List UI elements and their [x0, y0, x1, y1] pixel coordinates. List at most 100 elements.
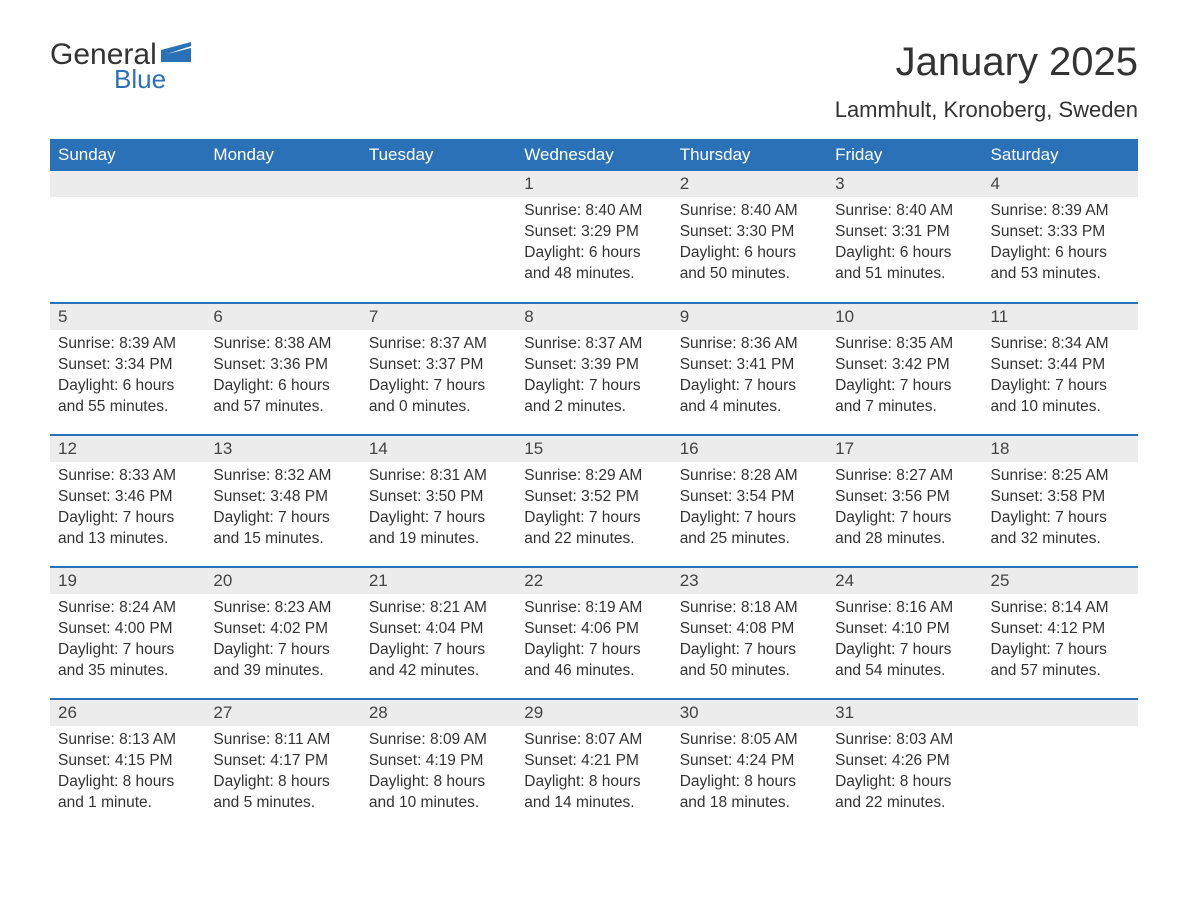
calendar-day-cell: 5 Sunrise: 8:39 AMSunset: 3:34 PMDaylight…	[50, 303, 205, 435]
day-number: 8	[516, 304, 671, 330]
sunset-text: Sunset: 3:37 PM	[369, 355, 508, 376]
daylight-text: Daylight: 7 hours and 13 minutes.	[58, 508, 197, 550]
sunrise-text: Sunrise: 8:18 AM	[680, 598, 819, 619]
day-number: 15	[516, 436, 671, 462]
sunrise-text: Sunrise: 8:38 AM	[213, 334, 352, 355]
day-details: Sunrise: 8:40 AMSunset: 3:29 PMDaylight:…	[516, 197, 671, 293]
calendar-day-cell: 10Sunrise: 8:35 AMSunset: 3:42 PMDayligh…	[827, 303, 982, 435]
daylight-text: Daylight: 6 hours and 57 minutes.	[213, 376, 352, 418]
sunset-text: Sunset: 3:42 PM	[835, 355, 974, 376]
day-details: Sunrise: 8:34 AMSunset: 3:44 PMDaylight:…	[983, 330, 1138, 426]
calendar-day-cell: 28Sunrise: 8:09 AMSunset: 4:19 PMDayligh…	[361, 699, 516, 831]
day-details: Sunrise: 8:40 AMSunset: 3:30 PMDaylight:…	[672, 197, 827, 293]
sunrise-text: Sunrise: 8:37 AM	[524, 334, 663, 355]
sunset-text: Sunset: 3:34 PM	[58, 355, 197, 376]
sunset-text: Sunset: 3:58 PM	[991, 487, 1130, 508]
daylight-text: Daylight: 6 hours and 55 minutes.	[58, 376, 197, 418]
day-number: 14	[361, 436, 516, 462]
calendar-day-cell: 17Sunrise: 8:27 AMSunset: 3:56 PMDayligh…	[827, 435, 982, 567]
calendar-day-cell: 19Sunrise: 8:24 AMSunset: 4:00 PMDayligh…	[50, 567, 205, 699]
sunrise-text: Sunrise: 8:32 AM	[213, 466, 352, 487]
weekday-header-row: SundayMondayTuesdayWednesdayThursdayFrid…	[50, 139, 1138, 171]
day-number: 18	[983, 436, 1138, 462]
day-details: Sunrise: 8:07 AMSunset: 4:21 PMDaylight:…	[516, 726, 671, 822]
logo: General Blue	[50, 40, 191, 92]
day-number: 9	[672, 304, 827, 330]
logo-blue-text: Blue	[114, 66, 191, 92]
sunrise-text: Sunrise: 8:35 AM	[835, 334, 974, 355]
sunrise-text: Sunrise: 8:19 AM	[524, 598, 663, 619]
day-details: Sunrise: 8:03 AMSunset: 4:26 PMDaylight:…	[827, 726, 982, 822]
daylight-text: Daylight: 6 hours and 53 minutes.	[991, 243, 1130, 285]
daylight-text: Daylight: 7 hours and 57 minutes.	[991, 640, 1130, 682]
day-number: 12	[50, 436, 205, 462]
calendar-day-cell: 6Sunrise: 8:38 AMSunset: 3:36 PMDaylight…	[205, 303, 360, 435]
header: General Blue January 2025 Lammhult, Kron…	[50, 40, 1138, 123]
day-details: Sunrise: 8:31 AMSunset: 3:50 PMDaylight:…	[361, 462, 516, 558]
daylight-text: Daylight: 8 hours and 5 minutes.	[213, 772, 352, 814]
sunrise-text: Sunrise: 8:13 AM	[58, 730, 197, 751]
sunset-text: Sunset: 4:10 PM	[835, 619, 974, 640]
day-number: 5	[50, 304, 205, 330]
sunrise-text: Sunrise: 8:21 AM	[369, 598, 508, 619]
weekday-header: Tuesday	[361, 139, 516, 171]
sunrise-text: Sunrise: 8:39 AM	[58, 334, 197, 355]
day-number: 2	[672, 171, 827, 197]
sunrise-text: Sunrise: 8:03 AM	[835, 730, 974, 751]
weekday-header: Saturday	[983, 139, 1138, 171]
daylight-text: Daylight: 7 hours and 19 minutes.	[369, 508, 508, 550]
sunrise-text: Sunrise: 8:14 AM	[991, 598, 1130, 619]
day-number: 26	[50, 700, 205, 726]
sunrise-text: Sunrise: 8:33 AM	[58, 466, 197, 487]
title-block: January 2025 Lammhult, Kronoberg, Sweden	[835, 40, 1138, 123]
day-details: Sunrise: 8:40 AMSunset: 3:31 PMDaylight:…	[827, 197, 982, 293]
day-number: 3	[827, 171, 982, 197]
weekday-header: Sunday	[50, 139, 205, 171]
day-details: Sunrise: 8:32 AMSunset: 3:48 PMDaylight:…	[205, 462, 360, 558]
daylight-text: Daylight: 7 hours and 28 minutes.	[835, 508, 974, 550]
day-details: Sunrise: 8:36 AMSunset: 3:41 PMDaylight:…	[672, 330, 827, 426]
calendar-day-cell: 23Sunrise: 8:18 AMSunset: 4:08 PMDayligh…	[672, 567, 827, 699]
calendar-table: SundayMondayTuesdayWednesdayThursdayFrid…	[50, 139, 1138, 831]
sunset-text: Sunset: 3:31 PM	[835, 222, 974, 243]
sunset-text: Sunset: 4:19 PM	[369, 751, 508, 772]
day-number: 13	[205, 436, 360, 462]
day-details: Sunrise: 8:28 AMSunset: 3:54 PMDaylight:…	[672, 462, 827, 558]
day-details: Sunrise: 8:27 AMSunset: 3:56 PMDaylight:…	[827, 462, 982, 558]
calendar-day-cell	[50, 171, 205, 303]
sunset-text: Sunset: 4:04 PM	[369, 619, 508, 640]
day-number: 27	[205, 700, 360, 726]
sunrise-text: Sunrise: 8:34 AM	[991, 334, 1130, 355]
sunset-text: Sunset: 4:21 PM	[524, 751, 663, 772]
calendar-day-cell: 18Sunrise: 8:25 AMSunset: 3:58 PMDayligh…	[983, 435, 1138, 567]
day-number: 10	[827, 304, 982, 330]
day-details: Sunrise: 8:18 AMSunset: 4:08 PMDaylight:…	[672, 594, 827, 690]
sunset-text: Sunset: 4:08 PM	[680, 619, 819, 640]
daylight-text: Daylight: 7 hours and 54 minutes.	[835, 640, 974, 682]
calendar-day-cell: 15Sunrise: 8:29 AMSunset: 3:52 PMDayligh…	[516, 435, 671, 567]
calendar-day-cell	[361, 171, 516, 303]
daylight-text: Daylight: 8 hours and 10 minutes.	[369, 772, 508, 814]
calendar-day-cell: 3Sunrise: 8:40 AMSunset: 3:31 PMDaylight…	[827, 171, 982, 303]
day-number: 20	[205, 568, 360, 594]
daylight-text: Daylight: 6 hours and 50 minutes.	[680, 243, 819, 285]
daylight-text: Daylight: 8 hours and 1 minute.	[58, 772, 197, 814]
calendar-day-cell: 31Sunrise: 8:03 AMSunset: 4:26 PMDayligh…	[827, 699, 982, 831]
flag-icon	[161, 42, 191, 66]
calendar-week-row: 19Sunrise: 8:24 AMSunset: 4:00 PMDayligh…	[50, 567, 1138, 699]
daylight-text: Daylight: 6 hours and 48 minutes.	[524, 243, 663, 285]
day-number: 17	[827, 436, 982, 462]
sunset-text: Sunset: 4:24 PM	[680, 751, 819, 772]
day-number: 22	[516, 568, 671, 594]
sunset-text: Sunset: 4:02 PM	[213, 619, 352, 640]
daylight-text: Daylight: 8 hours and 22 minutes.	[835, 772, 974, 814]
calendar-day-cell: 30Sunrise: 8:05 AMSunset: 4:24 PMDayligh…	[672, 699, 827, 831]
calendar-day-cell: 25Sunrise: 8:14 AMSunset: 4:12 PMDayligh…	[983, 567, 1138, 699]
day-number: 11	[983, 304, 1138, 330]
day-number: 31	[827, 700, 982, 726]
day-details: Sunrise: 8:14 AMSunset: 4:12 PMDaylight:…	[983, 594, 1138, 690]
daylight-text: Daylight: 7 hours and 2 minutes.	[524, 376, 663, 418]
day-details: Sunrise: 8:13 AMSunset: 4:15 PMDaylight:…	[50, 726, 205, 822]
day-number: 28	[361, 700, 516, 726]
day-details: Sunrise: 8:23 AMSunset: 4:02 PMDaylight:…	[205, 594, 360, 690]
